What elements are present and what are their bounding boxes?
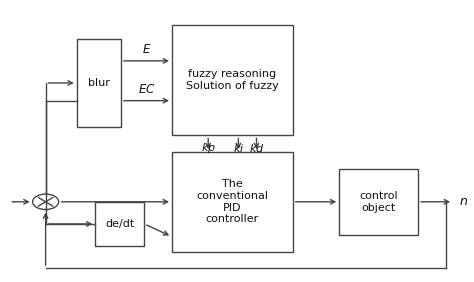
Text: $kd$: $kd$	[249, 142, 264, 154]
Bar	[172, 152, 293, 252]
Text: de/dt: de/dt	[105, 219, 134, 229]
Text: blur: blur	[88, 78, 110, 88]
Text: The
conventional
PID
controller: The conventional PID controller	[196, 179, 268, 224]
Bar	[339, 169, 418, 235]
Text: $E$: $E$	[142, 43, 151, 56]
Text: $n$: $n$	[458, 195, 468, 208]
Text: control
object: control object	[359, 191, 398, 213]
Bar	[77, 39, 121, 127]
Text: fuzzy reasoning
Solution of fuzzy: fuzzy reasoning Solution of fuzzy	[186, 69, 279, 91]
Text: $ki$: $ki$	[233, 142, 244, 154]
Text: $EC$: $EC$	[137, 83, 155, 96]
Bar	[95, 202, 144, 246]
Bar	[172, 25, 293, 135]
Text: $kp$: $kp$	[201, 141, 216, 155]
